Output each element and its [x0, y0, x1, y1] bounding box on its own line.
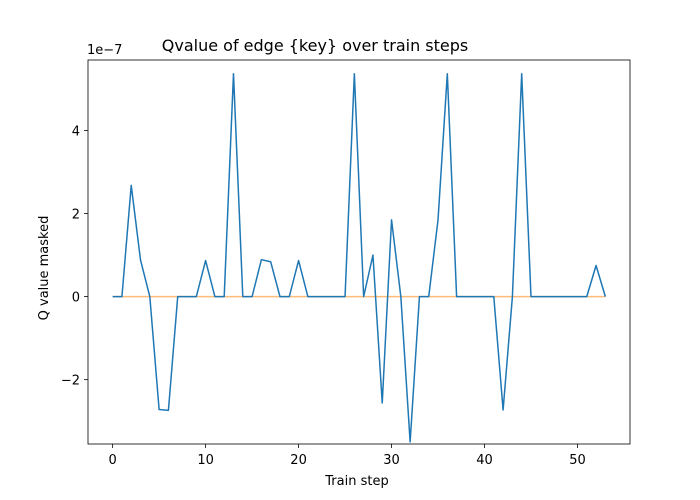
y-tick-label: 4 — [72, 125, 80, 140]
x-tick-label: 20 — [290, 453, 307, 468]
y-tick-label: 2 — [72, 208, 80, 223]
x-axis-label: Train step — [324, 474, 388, 489]
y-tick-label: −2 — [61, 374, 80, 389]
x-tick-label: 50 — [569, 453, 586, 468]
y-offset-label: 1e−7 — [87, 43, 122, 58]
plot-area — [112, 72, 607, 443]
y-axis: −2 0 2 4 — [61, 125, 88, 389]
x-tick-label: 0 — [108, 453, 116, 468]
y-axis-label: Q value masked — [37, 216, 52, 321]
x-tick-label: 30 — [383, 453, 400, 468]
plot-frame — [87, 59, 631, 445]
series-line-0 — [112, 72, 607, 443]
x-axis: 0 10 20 30 40 50 — [108, 444, 586, 468]
y-tick-label: 0 — [72, 291, 80, 306]
chart-title: Qvalue of edge {key} over train steps — [162, 36, 468, 55]
x-tick-label: 10 — [197, 453, 214, 468]
x-tick-label: 40 — [476, 453, 493, 468]
